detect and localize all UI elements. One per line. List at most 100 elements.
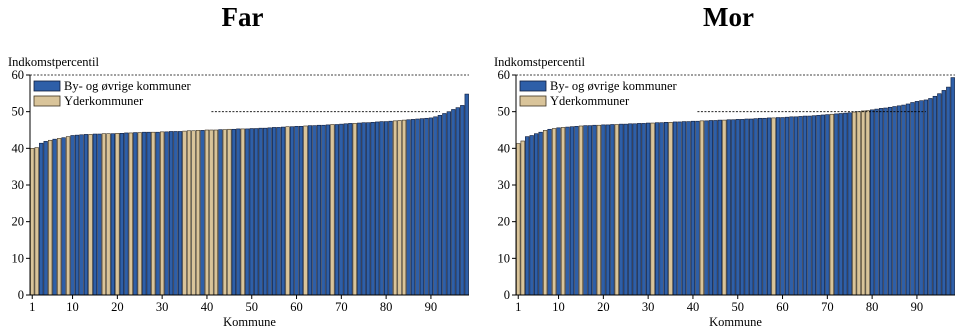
bar-yderkommune (578, 125, 584, 296)
bar-by-kommune (641, 123, 646, 296)
bar-by-kommune (946, 86, 951, 296)
bar-by-kommune (874, 108, 879, 296)
y-tick-label: 50 (12, 105, 25, 119)
bars (30, 93, 469, 296)
bar-by-kommune (654, 122, 660, 296)
x-tick-label: 60 (290, 300, 303, 314)
bar-by-kommune (529, 135, 534, 296)
bar-yderkommune (560, 127, 566, 296)
x-tick-label: 50 (731, 300, 744, 314)
bar-yderkommune (865, 110, 870, 296)
bar-by-kommune (419, 118, 425, 296)
bar-by-kommune (659, 122, 664, 296)
bar-by-kommune (950, 77, 955, 296)
bar-by-kommune (708, 120, 714, 296)
bar-by-kommune (218, 129, 223, 296)
bar-by-kommune (811, 115, 817, 296)
bar-yderkommune (516, 143, 521, 296)
bar-by-kommune (744, 118, 749, 296)
bar-by-kommune (74, 134, 80, 296)
bar-by-kommune (663, 122, 669, 296)
bar-by-kommune (133, 132, 138, 296)
bar-by-kommune (784, 116, 790, 296)
bar-chart-mor: Indkomstpercentil 0 10 20 30 40 50 60 1 10 20 30 40 5… (494, 55, 955, 329)
legend-item-by-swatch (33, 80, 61, 92)
bar-by-kommune (451, 109, 456, 296)
bar-by-kommune (361, 122, 366, 296)
bar-by-kommune (793, 116, 799, 296)
y-tick-label: 10 (12, 251, 25, 265)
bar-by-kommune (887, 106, 893, 296)
bar-yderkommune (88, 134, 93, 296)
bar-by-kommune (168, 131, 174, 296)
bar-by-kommune (339, 123, 344, 296)
bar-by-kommune (370, 122, 375, 296)
bar-yderkommune (650, 122, 655, 296)
bar-by-kommune (838, 113, 843, 296)
bar-by-kommune (628, 123, 633, 296)
y-tick-label: 40 (498, 141, 511, 155)
bar-by-kommune (704, 120, 709, 296)
bar-by-kommune (236, 128, 241, 296)
bar-by-kommune (316, 124, 322, 296)
bar-by-kommune (834, 113, 839, 296)
chart-panel-mor: Mor Indkomstpercentil 0 10 20 30 40 50 60 1 10 20 3… (486, 0, 971, 330)
bar-by-kommune (896, 105, 902, 296)
bar-by-kommune (610, 124, 615, 296)
bar-by-kommune (583, 125, 588, 296)
bar-by-kommune (937, 93, 942, 296)
bar-yderkommune (209, 129, 214, 296)
legend-item-yder-swatch (33, 95, 61, 107)
bar-by-kommune (280, 126, 286, 296)
bar-by-kommune (753, 118, 758, 296)
bar-by-kommune (343, 123, 348, 296)
bar-yderkommune (65, 136, 71, 296)
bar-by-kommune (388, 120, 393, 296)
bar-yderkommune (151, 131, 156, 296)
bar-yderkommune (101, 133, 107, 296)
bar-yderkommune (128, 132, 133, 296)
bar-yderkommune (204, 129, 210, 296)
bar-by-kommune (869, 109, 875, 296)
bar-by-kommune (587, 125, 593, 296)
bar-by-kommune (695, 120, 700, 296)
bar-yderkommune (227, 128, 232, 296)
bar-by-kommune (119, 133, 124, 296)
y-tick-label: 0 (18, 288, 24, 302)
bar-by-kommune (142, 131, 147, 296)
bar-by-kommune (672, 121, 678, 296)
y-tick-label: 20 (498, 215, 511, 229)
y-tick-label: 60 (498, 68, 511, 82)
bar-by-kommune (455, 107, 460, 296)
legend-item-yder-label: Yderkommuner (550, 94, 630, 108)
x-tick-label: 30 (642, 300, 655, 314)
bar-yderkommune (699, 120, 705, 296)
bar-yderkommune (186, 130, 192, 296)
bar-by-kommune (70, 135, 75, 296)
x-tick-label: 10 (66, 300, 79, 314)
bar-by-kommune (713, 120, 718, 296)
bar-by-kommune (941, 90, 946, 296)
bar-by-kommune (731, 119, 736, 296)
x-tick-label: 70 (821, 300, 834, 314)
bar-by-kommune (623, 123, 628, 296)
bar-by-kommune (766, 117, 772, 296)
bar-yderkommune (856, 111, 861, 296)
bar-by-kommune (556, 127, 561, 296)
bar-by-kommune (565, 126, 570, 296)
bar-yderkommune (668, 122, 673, 296)
bar-yderkommune (115, 133, 120, 296)
x-axis-label: Kommune (223, 315, 276, 329)
bar-by-kommune (923, 99, 929, 296)
legend-item-by-label: By- og øvrige kommuner (64, 79, 192, 93)
bar-by-kommune (263, 127, 268, 296)
bar-by-kommune (357, 122, 362, 296)
bar-yderkommune (397, 120, 402, 296)
bar-by-kommune (802, 115, 808, 296)
bar-yderkommune (771, 117, 776, 296)
bar-by-kommune (110, 133, 116, 296)
x-axis-label: Kommune (709, 315, 762, 329)
bar-by-kommune (245, 128, 250, 296)
bar-yderkommune (191, 130, 196, 296)
bar-yderkommune (48, 139, 53, 296)
